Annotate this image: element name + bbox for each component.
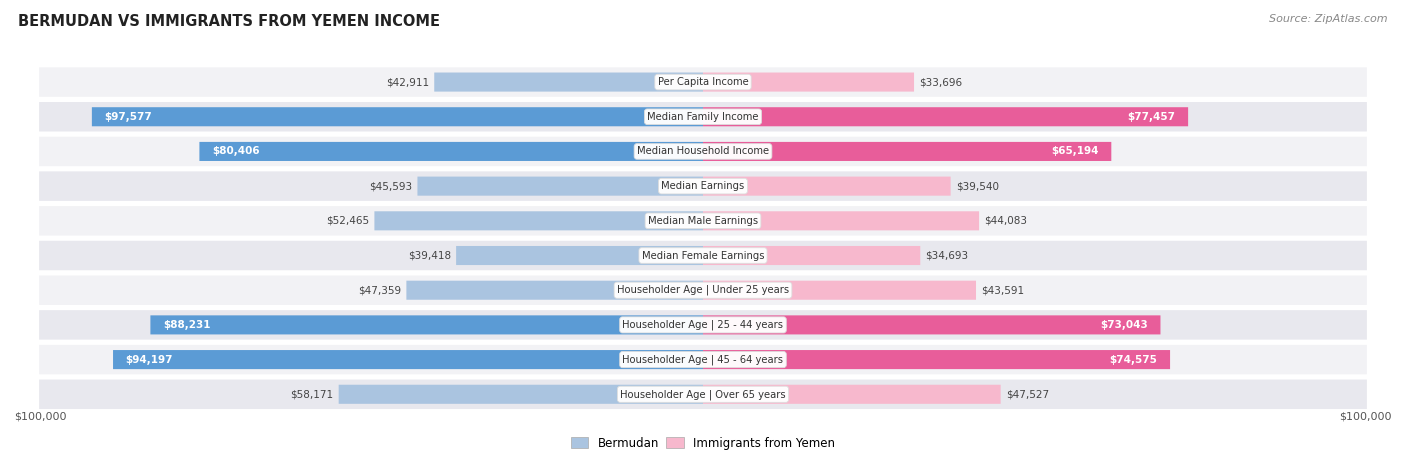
- Text: Householder Age | Under 25 years: Householder Age | Under 25 years: [617, 285, 789, 296]
- FancyBboxPatch shape: [703, 350, 1170, 369]
- FancyBboxPatch shape: [112, 350, 703, 369]
- Text: Per Capita Income: Per Capita Income: [658, 77, 748, 87]
- FancyBboxPatch shape: [703, 246, 921, 265]
- FancyBboxPatch shape: [418, 177, 703, 196]
- Text: $45,593: $45,593: [370, 181, 412, 191]
- FancyBboxPatch shape: [39, 102, 1367, 132]
- Text: $74,575: $74,575: [1109, 354, 1157, 365]
- FancyBboxPatch shape: [434, 72, 703, 92]
- FancyBboxPatch shape: [703, 72, 914, 92]
- Text: $77,457: $77,457: [1128, 112, 1175, 122]
- Text: $34,693: $34,693: [925, 250, 969, 261]
- FancyBboxPatch shape: [150, 315, 703, 334]
- Text: $44,083: $44,083: [984, 216, 1028, 226]
- FancyBboxPatch shape: [703, 281, 976, 300]
- FancyBboxPatch shape: [200, 142, 703, 161]
- Text: Median Household Income: Median Household Income: [637, 147, 769, 156]
- FancyBboxPatch shape: [39, 206, 1367, 235]
- FancyBboxPatch shape: [39, 310, 1367, 340]
- Text: Householder Age | 25 - 44 years: Householder Age | 25 - 44 years: [623, 319, 783, 330]
- FancyBboxPatch shape: [39, 241, 1367, 270]
- Text: Median Family Income: Median Family Income: [647, 112, 759, 122]
- FancyBboxPatch shape: [703, 385, 1001, 404]
- Text: $52,465: $52,465: [326, 216, 370, 226]
- Text: $39,540: $39,540: [956, 181, 998, 191]
- FancyBboxPatch shape: [703, 211, 979, 230]
- FancyBboxPatch shape: [703, 315, 1160, 334]
- Text: $47,359: $47,359: [359, 285, 401, 295]
- Text: Median Earnings: Median Earnings: [661, 181, 745, 191]
- Text: Source: ZipAtlas.com: Source: ZipAtlas.com: [1270, 14, 1388, 24]
- Text: $47,527: $47,527: [1005, 389, 1049, 399]
- FancyBboxPatch shape: [703, 107, 1188, 126]
- FancyBboxPatch shape: [339, 385, 703, 404]
- Text: Householder Age | Over 65 years: Householder Age | Over 65 years: [620, 389, 786, 400]
- FancyBboxPatch shape: [406, 281, 703, 300]
- Text: $65,194: $65,194: [1052, 147, 1099, 156]
- Text: $100,000: $100,000: [1340, 412, 1392, 422]
- Text: $39,418: $39,418: [408, 250, 451, 261]
- Text: $58,171: $58,171: [291, 389, 333, 399]
- Text: $42,911: $42,911: [387, 77, 429, 87]
- Legend: Bermudan, Immigrants from Yemen: Bermudan, Immigrants from Yemen: [565, 432, 841, 454]
- Text: $100,000: $100,000: [14, 412, 66, 422]
- FancyBboxPatch shape: [456, 246, 703, 265]
- FancyBboxPatch shape: [39, 345, 1367, 375]
- Text: Median Male Earnings: Median Male Earnings: [648, 216, 758, 226]
- FancyBboxPatch shape: [39, 276, 1367, 305]
- FancyBboxPatch shape: [374, 211, 703, 230]
- FancyBboxPatch shape: [39, 67, 1367, 97]
- FancyBboxPatch shape: [39, 171, 1367, 201]
- Text: $33,696: $33,696: [920, 77, 962, 87]
- Text: $80,406: $80,406: [212, 147, 260, 156]
- FancyBboxPatch shape: [39, 380, 1367, 409]
- FancyBboxPatch shape: [39, 137, 1367, 166]
- Text: $43,591: $43,591: [981, 285, 1024, 295]
- Text: $73,043: $73,043: [1101, 320, 1147, 330]
- Text: Median Female Earnings: Median Female Earnings: [641, 250, 765, 261]
- Text: $94,197: $94,197: [125, 354, 173, 365]
- Text: BERMUDAN VS IMMIGRANTS FROM YEMEN INCOME: BERMUDAN VS IMMIGRANTS FROM YEMEN INCOME: [18, 14, 440, 29]
- FancyBboxPatch shape: [91, 107, 703, 126]
- Text: $88,231: $88,231: [163, 320, 211, 330]
- FancyBboxPatch shape: [703, 177, 950, 196]
- Text: Householder Age | 45 - 64 years: Householder Age | 45 - 64 years: [623, 354, 783, 365]
- Text: $97,577: $97,577: [104, 112, 152, 122]
- FancyBboxPatch shape: [703, 142, 1111, 161]
